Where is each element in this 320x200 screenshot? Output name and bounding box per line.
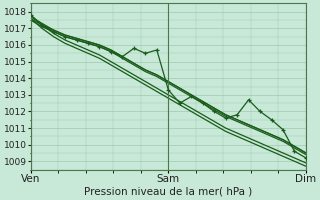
- X-axis label: Pression niveau de la mer( hPa ): Pression niveau de la mer( hPa ): [84, 187, 252, 197]
